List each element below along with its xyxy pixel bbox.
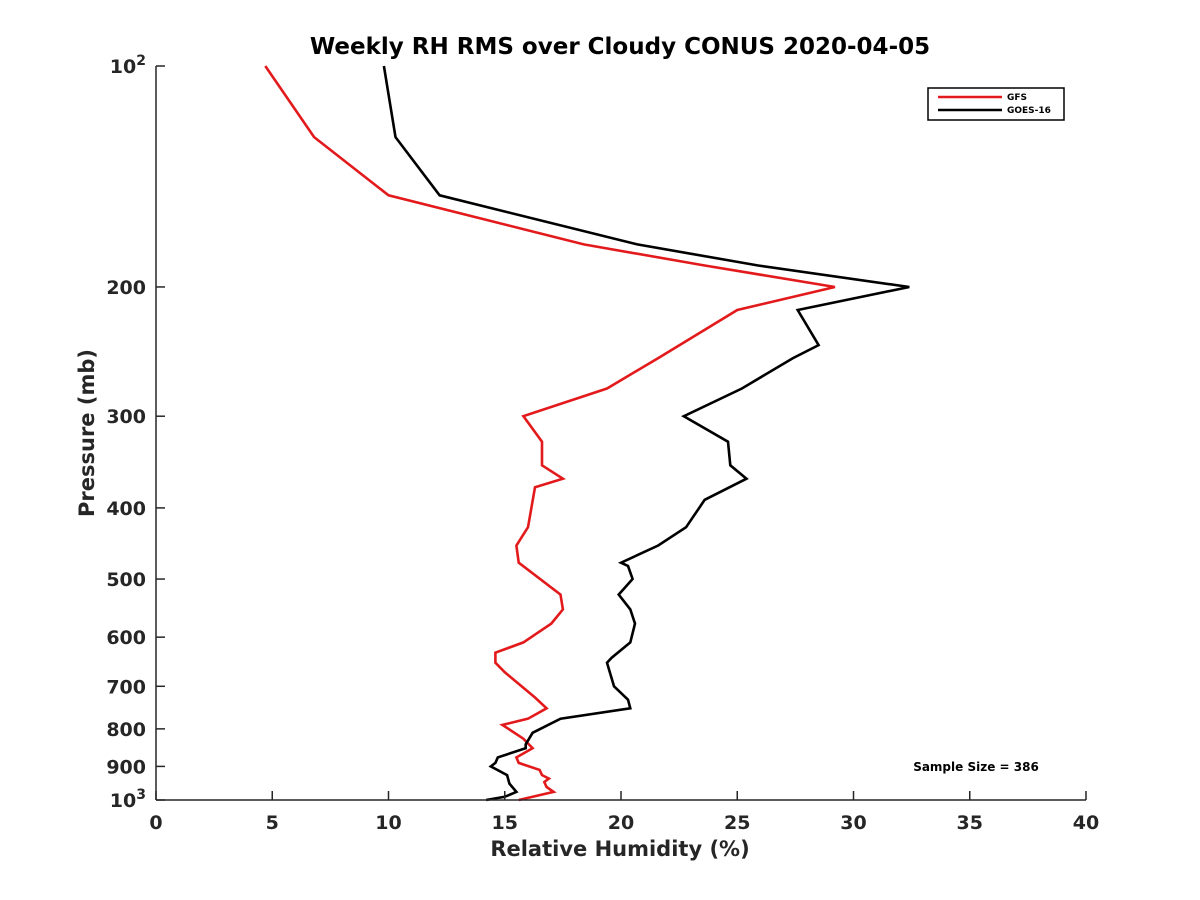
legend-box — [927, 87, 1065, 121]
y-tick-label: 103 — [110, 787, 146, 812]
chart-title: Weekly RH RMS over Cloudy CONUS 2020-04-… — [310, 34, 930, 60]
y-axis-label: Pressure (mb) — [75, 349, 99, 517]
x-tick-label: 5 — [266, 812, 279, 834]
series-layer — [264, 65, 910, 802]
series-line-goes16 — [382, 65, 910, 802]
x-tick-label: 35 — [957, 812, 983, 834]
y-axis-ticks: 102 200 300 400 500 600 700 800 900 103 — [106, 53, 165, 812]
y-tick-label: 300 — [106, 406, 146, 428]
series-line-gfs — [264, 65, 836, 802]
x-tick-label: 20 — [608, 812, 634, 834]
y-tick-label: 700 — [106, 676, 146, 698]
y-tick-label: 102 — [110, 53, 146, 78]
x-tick-label: 30 — [840, 812, 866, 834]
x-tick-label: 0 — [149, 812, 162, 834]
y-tick-label: 400 — [106, 498, 146, 520]
x-tick-label: 25 — [724, 812, 750, 834]
legend-label-goes16: GOES-16 — [1007, 106, 1051, 116]
legend-label-gfs: GFS — [1007, 93, 1027, 103]
y-tick-label: 500 — [106, 569, 146, 591]
y-tick-label: 800 — [106, 719, 146, 741]
x-tick-label: 40 — [1073, 812, 1099, 834]
axes — [155, 66, 1086, 801]
legend: GFS GOES-16 — [927, 87, 1065, 121]
y-tick-label: 200 — [106, 277, 146, 299]
x-axis-label: Relative Humidity (%) — [490, 837, 749, 861]
x-axis-ticks: 0 5 10 15 20 25 30 35 40 — [149, 791, 1099, 834]
x-tick-label: 10 — [375, 812, 401, 834]
y-tick-label: 900 — [106, 756, 146, 778]
sample-size-annotation: Sample Size = 386 — [913, 760, 1039, 774]
y-tick-label: 600 — [106, 627, 146, 649]
x-tick-label: 15 — [492, 812, 518, 834]
